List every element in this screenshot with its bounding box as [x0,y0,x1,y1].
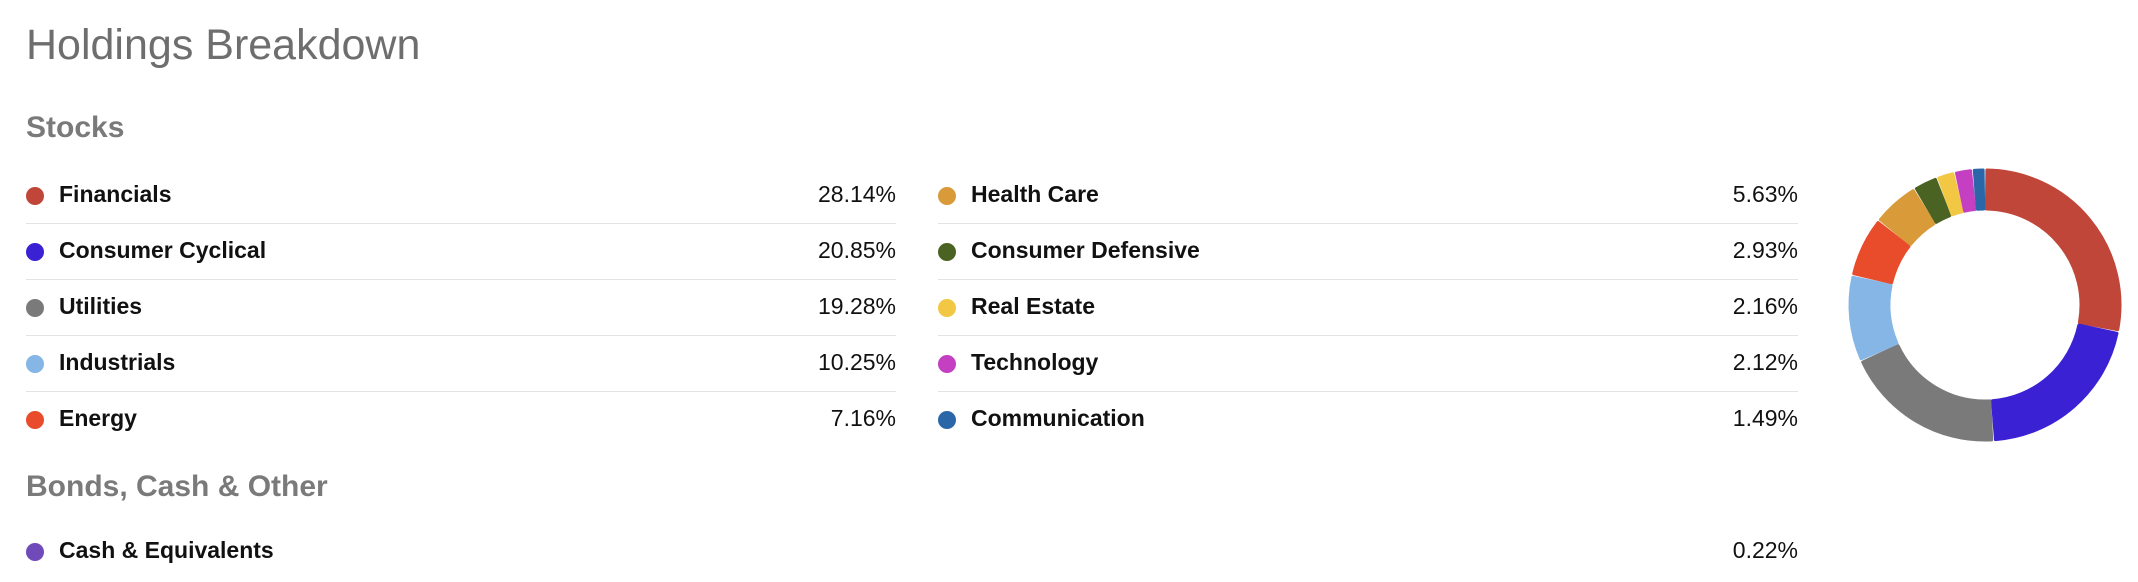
donut-slice [1954,169,1977,213]
donut-slice [1937,172,1964,217]
legend-dot-icon [938,243,956,261]
legend-dot-icon [938,411,956,429]
legend-dot-icon [26,543,44,561]
sector-percentage: 19.28% [817,293,896,319]
legend-dot-icon [938,355,956,373]
sector-row: Health Care 5.63% [938,168,1798,224]
sector-row: Real Estate 2.16% [938,280,1798,336]
sector-label: Industrials [59,349,176,375]
stocks-section-title: Stocks [26,111,125,144]
stocks-list-right: Health Care 5.63% Consumer Defensive 2.9… [938,168,1798,448]
sector-percentage: 2.93% [1732,237,1798,263]
sector-row: Energy 7.16% [26,392,896,448]
sector-label: Financials [59,181,172,207]
sector-label: Consumer Defensive [971,237,1200,263]
sector-percentage: 5.63% [1732,181,1798,207]
sector-percentage: 28.14% [817,181,896,207]
donut-slice [1972,168,1986,211]
sector-percentage: 7.16% [830,405,896,431]
other-holding-row: Cash & Equivalents 0.22% [26,524,1798,580]
sector-row: Utilities 19.28% [26,280,896,336]
legend-dot-icon [938,299,956,317]
sector-label: Communication [971,405,1145,431]
sector-percentage: 2.16% [1732,293,1798,319]
sector-percentage: 2.12% [1732,349,1798,375]
sector-row: Financials 28.14% [26,168,896,224]
donut-slice [1861,344,1994,442]
legend-dot-icon [26,187,44,205]
sector-row: Communication 1.49% [938,392,1798,448]
sector-label: Energy [59,405,137,431]
sector-row: Industrials 10.25% [26,336,896,392]
bonds-cash-other-section-title: Bonds, Cash & Other [26,470,328,503]
sector-row: Consumer Cyclical 20.85% [26,224,896,280]
legend-dot-icon [26,243,44,261]
legend-dot-icon [26,411,44,429]
page-title: Holdings Breakdown [26,21,421,69]
sector-percentage: 10.25% [817,349,896,375]
donut-slice [1990,323,2119,442]
donut-slice [1914,177,1952,224]
sector-label: Consumer Cyclical [59,237,267,263]
legend-dot-icon [26,299,44,317]
sector-row: Consumer Defensive 2.93% [938,224,1798,280]
sector-label: Technology [971,349,1099,375]
sector-percentage: 20.85% [817,237,896,263]
legend-dot-icon [26,355,44,373]
holding-percentage: 0.22% [1732,537,1798,563]
sector-percentage: 1.49% [1732,405,1798,431]
sector-label: Health Care [971,181,1099,207]
donut-slice [1878,189,1936,246]
legend-dot-icon [938,187,956,205]
holding-label: Cash & Equivalents [59,537,274,563]
sector-label: Utilities [59,293,143,319]
stocks-list-left: Financials 28.14% Consumer Cyclical 20.8… [26,168,896,448]
sector-donut-chart [1848,168,2122,442]
sector-row: Technology 2.12% [938,336,1798,392]
donut-slice [1984,168,2122,332]
sector-label: Real Estate [971,293,1096,319]
donut-slice [1848,275,1899,361]
donut-slice [1852,221,1911,285]
